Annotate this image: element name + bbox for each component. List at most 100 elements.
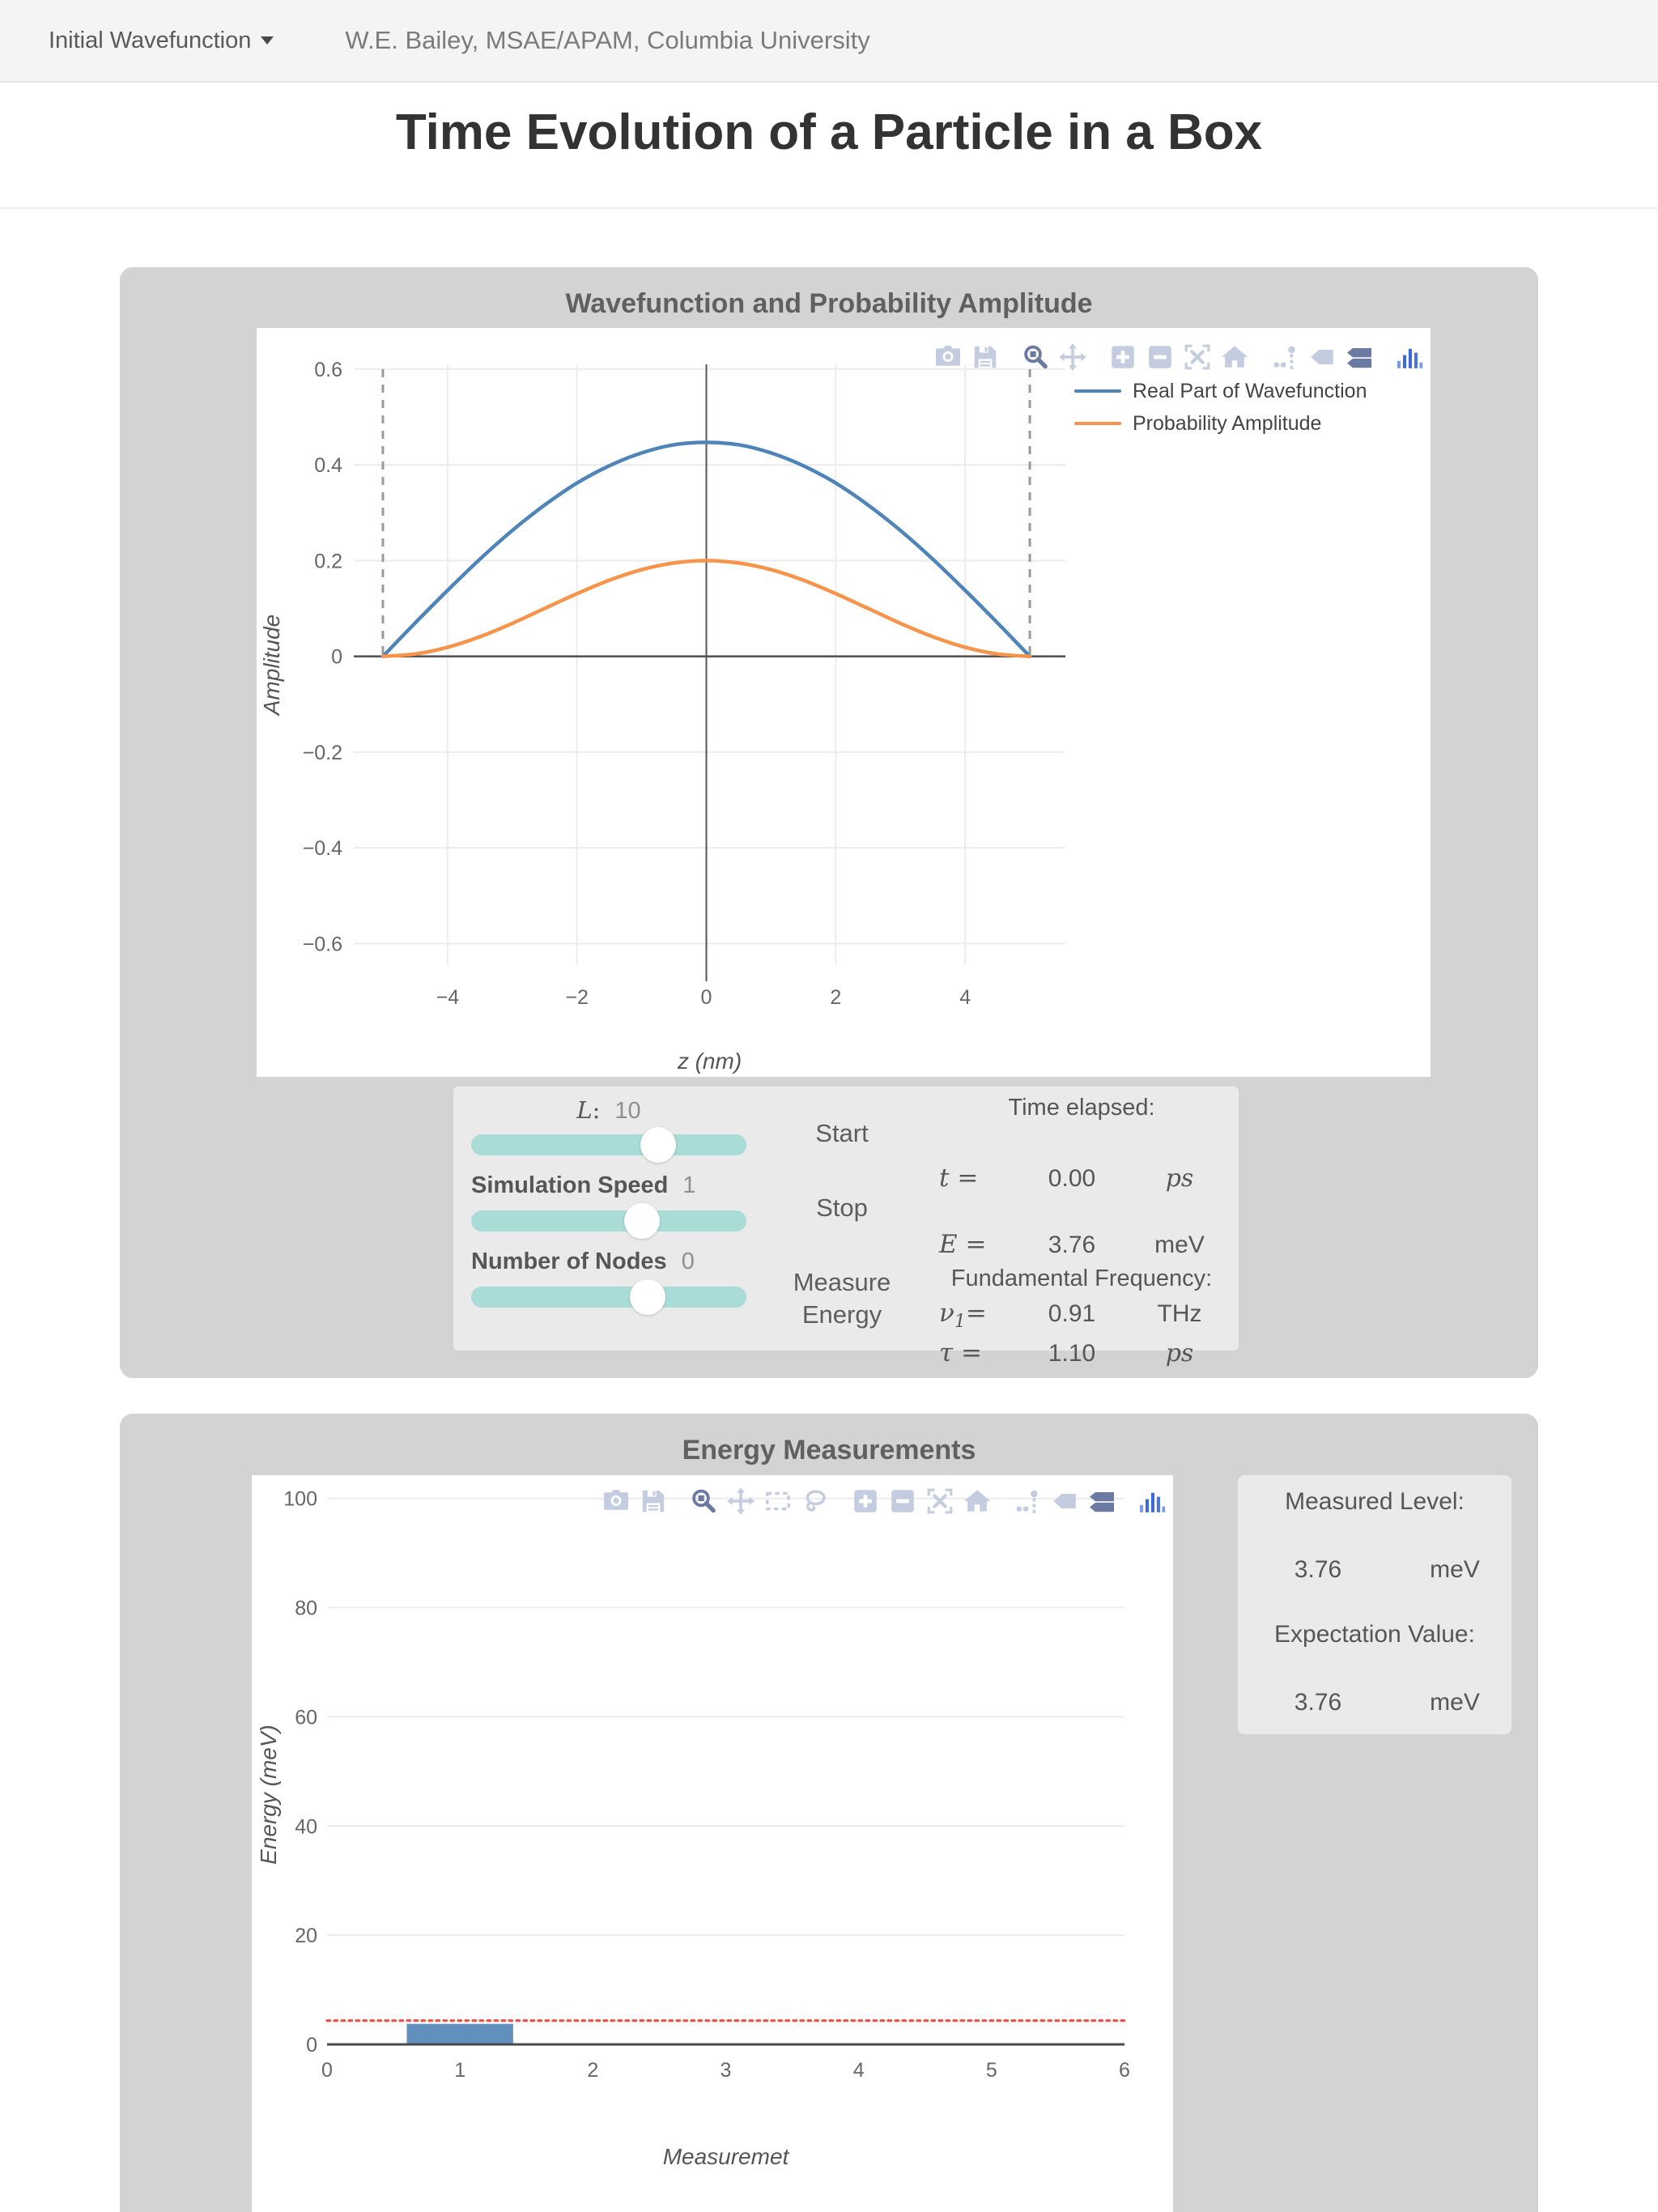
initial-wavefunction-dropdown[interactable]: Initial Wavefunction [49, 28, 274, 54]
initial-wavefunction-dropdown-label: Initial Wavefunction [49, 27, 252, 53]
controls-panel: L:10 Simulation Speed 1 Number of Nodes 0 St… [453, 1087, 1239, 1368]
readout-row: t = 0.00 ps [939, 1163, 1224, 1193]
top-bar: Initial Wavefunction W.E. Bailey, MSAE/A… [0, 0, 1658, 83]
svg-text:−4: −4 [436, 986, 460, 1009]
autoscale-icon[interactable] [1183, 342, 1212, 372]
chevron-down-icon [261, 36, 274, 45]
measured-level-row: 3.76 meV [1238, 1556, 1511, 1584]
expectation-value-header: Expectation Value: [1274, 1621, 1475, 1648]
zoom-icon[interactable] [1021, 342, 1050, 372]
svg-text:2: 2 [830, 986, 841, 1009]
legend-label: Probability Amplitude [1133, 411, 1322, 435]
svg-text:2: 2 [587, 2059, 598, 2082]
pan-icon[interactable] [1058, 342, 1087, 372]
readout-header: Time elapsed: [1008, 1095, 1155, 1121]
readout-value: 3.76 [1048, 1231, 1096, 1258]
svg-text:0: 0 [701, 986, 712, 1009]
svg-text:0.4: 0.4 [314, 454, 342, 477]
save-icon[interactable] [639, 1487, 668, 1516]
energy-plot[interactable]: 0 20 40 60 80 100 0 1 2 3 4 5 6 Measuremet Energy (meV… [252, 1475, 1173, 2212]
svg-text:0.6: 0.6 [314, 359, 342, 381]
readout-value: 0.91 [1048, 1300, 1096, 1327]
readout-symbol: t = [939, 1163, 979, 1193]
svg-text:60: 60 [295, 1706, 317, 1729]
svg-text:z (nm): z (nm) [677, 1049, 742, 1074]
zoom-icon[interactable] [689, 1487, 718, 1516]
spikelines-icon[interactable] [1270, 342, 1299, 372]
readout-row: τ = 1.10 ps [939, 1338, 1224, 1368]
svg-text:5: 5 [986, 2059, 997, 2082]
zoom-in-icon[interactable] [1108, 342, 1137, 372]
svg-text:40: 40 [295, 1815, 317, 1838]
legend-item[interactable]: Real Part of Wavefunction [1074, 375, 1367, 407]
plotly-logo-icon[interactable] [1137, 1487, 1167, 1516]
spikelines-icon[interactable] [1013, 1487, 1042, 1516]
wavefunction-plot[interactable]: −0.6 −0.4 −0.2 0 0.2 0.4 0.6 −4 −2 0 2 4 z (nm) Ampli… [257, 328, 1431, 1077]
measured-level-header: Measured Level: [1285, 1488, 1465, 1515]
svg-text:−0.2: −0.2 [303, 742, 342, 764]
readout-unit: ps [1165, 1339, 1194, 1368]
hover-compare-icon[interactable] [1345, 342, 1374, 372]
legend-label: Real Part of Wavefunction [1133, 379, 1367, 402]
svg-text:−0.6: −0.6 [303, 933, 342, 955]
measured-level-unit: meV [1430, 1556, 1480, 1583]
buttons-group: Start Stop Measure Energy [745, 1087, 939, 1351]
length-slider[interactable] [471, 1134, 746, 1155]
box-select-icon[interactable] [763, 1487, 793, 1516]
svg-text:0: 0 [306, 2034, 317, 2057]
readout-value: 0.00 [1048, 1165, 1096, 1192]
start-button[interactable]: Start [815, 1119, 869, 1147]
readout-row: E = 3.76 meV [939, 1230, 1224, 1259]
svg-text:Amplitude: Amplitude [259, 615, 284, 717]
readout-value: 1.10 [1048, 1340, 1096, 1368]
readout-row: ν1= 0.91 THz [939, 1299, 1224, 1332]
page-title: Time Evolution of a Particle in a Box [395, 104, 1263, 160]
svg-text:1: 1 [454, 2059, 466, 2082]
wavefunction-chart[interactable]: −0.6 −0.4 −0.2 0 0.2 0.4 0.6 −4 −2 0 2 4 z (nm) Ampli… [257, 328, 1431, 1077]
zoom-out-icon[interactable] [888, 1487, 917, 1516]
simulation-speed-slider-thumb[interactable] [623, 1203, 660, 1239]
sliders-group: L:10 Simulation Speed 1 Number of Nodes 0 [471, 1087, 746, 1351]
number-of-nodes-slider[interactable] [471, 1287, 746, 1308]
svg-text:Energy (meV): Energy (meV) [256, 1725, 281, 1865]
hover-closest-icon[interactable] [1307, 342, 1337, 372]
expectation-value-row: 3.76 meV [1238, 1689, 1511, 1716]
expectation-value-value: 3.76 [1294, 1689, 1342, 1716]
svg-text:4: 4 [959, 986, 971, 1009]
autoscale-icon[interactable] [925, 1487, 954, 1516]
length-slider-thumb[interactable] [640, 1127, 677, 1163]
readout-unit: ps [1165, 1164, 1194, 1193]
plot-legend: Real Part of Wavefunction Probability Amp… [1074, 375, 1367, 440]
measured-level-value: 3.76 [1294, 1556, 1342, 1583]
zoom-in-icon[interactable] [851, 1487, 880, 1516]
series-probability-amplitude [380, 559, 1032, 658]
length-slider-label: L:10 [576, 1096, 641, 1124]
zoom-out-icon[interactable] [1146, 342, 1175, 372]
svg-text:−2: −2 [565, 986, 589, 1009]
home-icon[interactable] [1220, 342, 1249, 372]
wavefunction-card-title: Wavefunction and Probability Amplitude [565, 288, 1093, 319]
plot-modebar [925, 342, 1424, 372]
expectation-value-unit: meV [1430, 1689, 1480, 1716]
pan-icon[interactable] [726, 1487, 755, 1516]
home-icon[interactable] [963, 1487, 992, 1516]
save-icon[interactable] [971, 342, 1000, 372]
svg-text:20: 20 [295, 1925, 317, 1947]
camera-icon[interactable] [933, 342, 963, 372]
simulation-speed-slider[interactable] [471, 1210, 746, 1231]
svg-text:0: 0 [331, 646, 342, 669]
legend-item[interactable]: Probability Amplitude [1074, 407, 1367, 440]
svg-text:3: 3 [721, 2059, 732, 2082]
readout-symbol: τ = [939, 1338, 982, 1368]
measure-energy-button[interactable]: Measure Energy [793, 1268, 891, 1329]
energy-chart[interactable]: 0 20 40 60 80 100 0 1 2 3 4 5 6 Measuremet Energy (meV… [252, 1475, 1173, 2212]
camera-icon[interactable] [602, 1487, 631, 1516]
readout-symbol: E = [939, 1230, 987, 1259]
hover-closest-icon[interactable] [1050, 1487, 1079, 1516]
stop-button[interactable]: Stop [816, 1193, 868, 1222]
number-of-nodes-slider-thumb[interactable] [629, 1279, 665, 1315]
plotly-logo-icon[interactable] [1395, 342, 1424, 372]
lasso-icon[interactable] [801, 1487, 830, 1516]
hover-compare-icon[interactable] [1087, 1487, 1116, 1516]
